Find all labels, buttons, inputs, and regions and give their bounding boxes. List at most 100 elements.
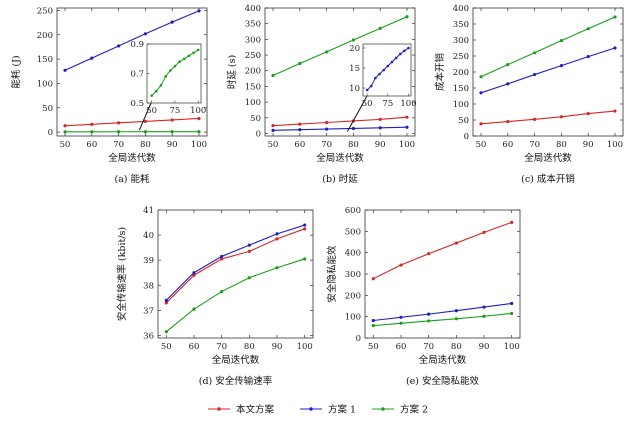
y-tick-label: 200 <box>37 31 53 41</box>
data-point <box>170 20 174 24</box>
chart-4: 36 37 38 39 40 41 50 60 70 80 90 100 全局迭代数 安全传输速率 (kb… <box>116 206 314 387</box>
legend-swatch-marker <box>309 407 313 411</box>
data-point <box>303 223 307 227</box>
inset-y-tick-label: 0.7 <box>130 70 144 80</box>
x-tick-label: 100 <box>504 342 520 352</box>
series-line-3 <box>272 16 408 76</box>
data-point <box>351 126 355 131</box>
data-point <box>506 63 510 67</box>
inset-x-tick-label: 100 <box>400 99 416 109</box>
data-point <box>303 257 307 261</box>
series-line-1 <box>65 117 199 127</box>
data-point <box>454 309 458 313</box>
subfigure-caption: (e) 安全隐私能效 <box>406 375 480 387</box>
inset-x-tick-label: 50 <box>362 99 373 109</box>
y-tick-label: 150 <box>245 82 261 92</box>
plot-frame <box>472 7 624 137</box>
data-point <box>399 315 403 319</box>
data-point <box>559 64 563 68</box>
inset-chart: 0.5 0.7 0.9 50 75 100 <box>130 40 206 131</box>
inset-y-tick-label: 0.5 <box>130 99 144 109</box>
x-tick-label: 90 <box>479 342 490 352</box>
data-point <box>613 46 617 50</box>
inset-data-point <box>155 89 158 93</box>
inset-x-tick-label: 75 <box>382 99 393 109</box>
data-point <box>378 26 382 30</box>
y-tick-label: 50 <box>250 114 261 124</box>
data-point <box>351 38 355 42</box>
x-tick-label: 70 <box>529 140 540 150</box>
inset-data-point <box>178 60 181 63</box>
chart-2: 0 50 100 150 200 250 300 350 400 50 60 70 80 90 100 全局迭… <box>226 4 417 185</box>
inset-y-tick-label: 10 <box>349 84 360 94</box>
inset-y-tick-label: 15 <box>349 64 360 74</box>
data-point <box>586 112 590 116</box>
data-point <box>371 318 375 323</box>
legend-label: 方案 2 <box>400 404 428 416</box>
data-point <box>510 220 514 224</box>
data-point <box>378 126 382 130</box>
y-tick-label: 500 <box>345 227 361 237</box>
x-tick-label: 50 <box>161 342 172 352</box>
inset-connector <box>346 95 368 132</box>
inset-y-tick-label: 20 <box>349 44 360 54</box>
y-tick-label: 100 <box>453 100 469 110</box>
y-tick-label: 36 <box>143 331 154 341</box>
data-point <box>63 130 67 134</box>
inset-data-point <box>150 94 153 97</box>
data-point <box>117 121 121 125</box>
inset-data-point <box>173 64 177 68</box>
inset-data-point <box>196 48 200 52</box>
data-point <box>197 130 201 134</box>
x-tick-label: 100 <box>399 140 415 150</box>
data-point <box>378 117 382 121</box>
y-tick-label: 150 <box>453 84 469 94</box>
y-tick-label: 600 <box>345 206 361 216</box>
legend-swatch-marker <box>217 407 221 411</box>
y-tick-label: 0 <box>256 129 261 139</box>
data-point <box>427 312 431 316</box>
data-point <box>271 128 275 132</box>
data-point <box>325 120 329 125</box>
x-tick-label: 90 <box>167 140 178 150</box>
series-line-1 <box>373 221 512 280</box>
series-line-1 <box>165 228 305 304</box>
x-tick-label: 60 <box>294 140 305 150</box>
y-axis-label: 安全隐私能效 <box>326 245 338 303</box>
data-point <box>247 249 251 254</box>
x-tick-label: 60 <box>396 342 407 352</box>
x-tick-label: 70 <box>113 140 124 150</box>
inset-data-point <box>378 72 381 76</box>
data-point <box>90 130 94 134</box>
subfigure-caption: (b) 时延 <box>322 173 358 185</box>
series-line-3 <box>480 16 616 78</box>
data-point <box>325 50 329 54</box>
data-point <box>275 266 279 270</box>
data-point <box>371 277 375 281</box>
x-axis-label: 全局迭代数 <box>524 152 572 164</box>
y-tick-label: 38 <box>143 281 154 291</box>
data-point <box>63 124 67 128</box>
data-point <box>164 301 168 305</box>
y-tick-label: 0 <box>464 132 469 142</box>
inset-data-point <box>382 68 385 72</box>
x-tick-label: 60 <box>86 140 97 150</box>
y-tick-label: 100 <box>37 79 53 89</box>
series-line-1 <box>480 110 616 125</box>
x-tick-label: 80 <box>451 342 462 352</box>
y-tick-label: 39 <box>143 256 154 266</box>
data-point <box>482 305 486 309</box>
x-tick-label: 50 <box>476 140 487 150</box>
y-tick-label: 400 <box>345 249 361 259</box>
inset-data-point <box>192 51 195 55</box>
legend-label: 本文方案 <box>236 404 275 416</box>
series-line-3 <box>165 258 305 333</box>
x-tick-label: 80 <box>556 140 567 150</box>
inset-data-point <box>187 54 191 58</box>
data-point <box>454 317 458 321</box>
x-tick-label: 50 <box>368 342 379 352</box>
legend: 本文方案 方案 1 方案 2 <box>208 404 428 416</box>
data-point <box>613 15 617 19</box>
data-point <box>405 125 409 129</box>
inset-data-point <box>168 69 172 72</box>
